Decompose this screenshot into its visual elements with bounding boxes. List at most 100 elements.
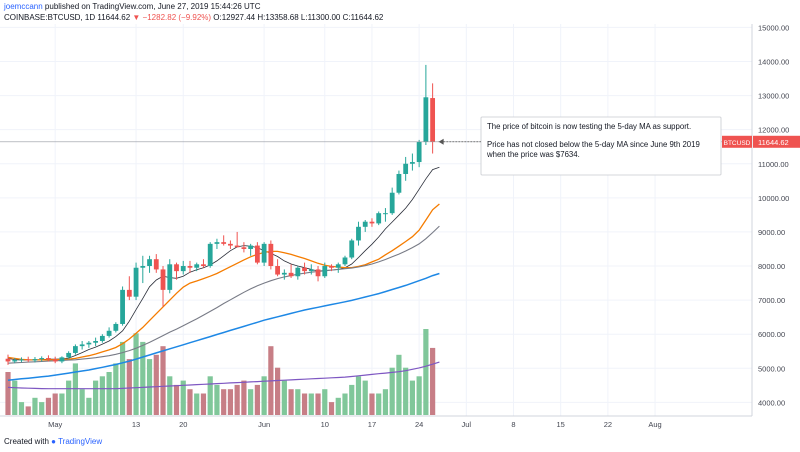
volume-bar [248,389,254,415]
annotation-callout[interactable]: The price of bitcoin is now testing the … [438,116,722,176]
author-link[interactable]: joemccann [4,2,43,11]
time-tick-label: 24 [415,420,423,429]
volume-bar [52,393,58,415]
volume-bar [200,393,207,415]
candle-body [322,266,328,277]
candle-body [423,97,429,142]
price-tick-label: 5000.00 [758,364,785,373]
candle-body [174,264,179,272]
price-chart[interactable]: 4000.00 5000.00 6000.00 7000.00 8000.00 9000.… [0,24,800,432]
candle-body [342,257,348,265]
ma-line-5 [7,166,440,361]
volume-bar [335,397,341,415]
symbol-tag [722,135,752,148]
volume-bar [301,393,308,415]
candle-body [383,213,388,215]
volume-bar [416,376,422,415]
candle-body [32,359,38,361]
candle-body [315,269,321,277]
candle-body [25,359,31,361]
last-price-tag [753,135,800,148]
last-price: 11644.62 [97,13,131,22]
candle-body [275,266,280,275]
candle-body [126,289,132,297]
volume-bar [376,393,382,415]
volume-bar [66,380,72,415]
time-tick-label: 20 [179,420,187,429]
candle-body [308,269,314,272]
time-tick-label: Aug [648,420,661,429]
ohlc-values: O:12927.44 H:13358.68 L:11300.00 C:11644… [213,13,384,22]
candle-body [194,264,200,268]
volume-bar [187,389,193,415]
candle-body [140,266,146,268]
candle-body [120,289,125,324]
volume-bar [45,397,52,415]
moving-averages [7,166,440,390]
ma-line-vol [7,361,440,390]
time-tick-label: 15 [557,420,565,429]
volume-bar [167,376,173,415]
price-axis[interactable]: 4000.00 5000.00 6000.00 7000.00 8000.00 9000.… [722,24,800,416]
candle-body [335,264,341,268]
candle-body [430,98,436,142]
candle-body [410,162,415,164]
volume-bar [153,354,159,415]
candle-body [376,213,382,224]
ma-line-20 [7,225,440,364]
volume-bar [355,376,362,415]
annotation-text: Price has not closed below the 5-day MA … [487,140,700,149]
candle-body [153,259,159,270]
volume-bar [79,389,85,415]
last-price-tag-label: 11644.62 [758,138,789,147]
volume-bar [227,389,234,415]
candle-body [281,272,287,275]
candle-body [349,240,355,258]
candle-body [234,245,240,248]
price-tick-label: 8000.00 [758,262,785,271]
candle-body [73,346,78,353]
time-tick-label: 13 [132,420,140,429]
time-tick-label: May [48,420,62,429]
candle-body [113,323,119,331]
candle-body [241,247,247,249]
ma-line-50 [7,272,440,381]
time-tick-label: Jul [462,420,472,429]
time-tick-label: 22 [604,420,612,429]
created-with-label: Created with [4,437,49,446]
volume-bar [86,397,92,415]
tradingview-brand[interactable]: TradingView [58,437,103,446]
volume-bar [369,393,375,415]
volume-bar [409,380,415,415]
volume-bar [18,402,25,415]
annotation-box [480,116,722,176]
volume-bar [288,389,294,415]
candle-body [362,221,368,227]
volume-bar [93,380,99,415]
annotation-text: The price of bitcoin is now testing the … [487,122,691,131]
volume-bar [25,406,31,415]
candle-body [302,267,307,272]
volume-bar [221,389,227,415]
volume-bar [39,402,45,415]
volume-bar [315,393,321,415]
time-axis[interactable]: May 13 20 Jun 10 17 24 Jul 8 15 22 Aug [0,415,752,429]
candle-body [268,243,274,267]
candle-body [12,360,18,362]
candle-body [133,267,139,297]
volume-bar [207,376,213,415]
candle-body [416,141,422,163]
annotation-text: when the price was $7634. [486,150,580,159]
volume-bar [234,384,240,415]
candle-body [389,192,395,214]
candle-body [254,245,260,263]
price-tick-label: 15000.00 [758,24,789,32]
candle-body [180,266,186,272]
volume-bar [430,347,436,415]
candle-body [207,243,213,267]
volume-bar [12,380,18,415]
publish-info: joemccann published on TradingView.com, … [4,2,260,11]
candle-body [46,358,51,360]
volume-bar [322,389,328,415]
volume-bar [342,393,348,415]
